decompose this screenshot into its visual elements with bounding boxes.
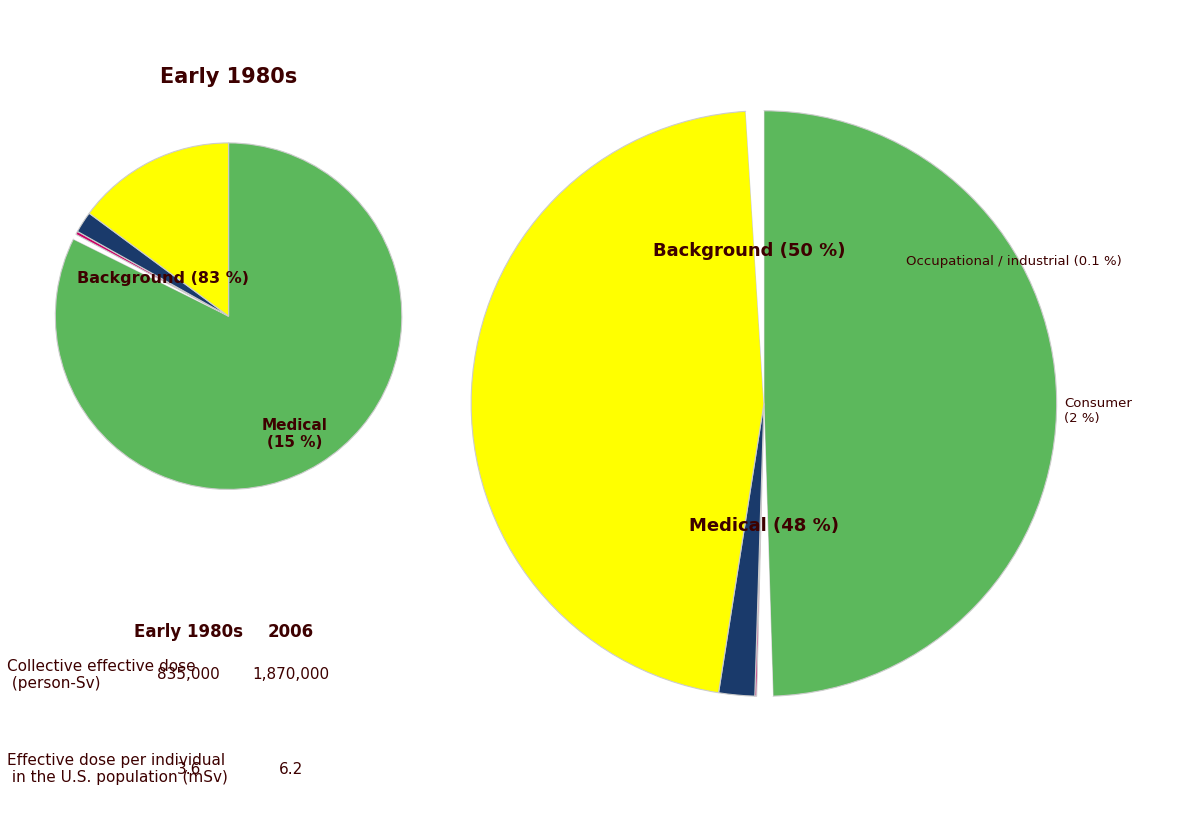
Text: Consumer
(2 %): Consumer (2 %) [1065, 398, 1132, 425]
Text: Collective effective dose
 (person-Sv): Collective effective dose (person-Sv) [7, 659, 195, 691]
Text: Occupational / industrial (0.1 %): Occupational / industrial (0.1 %) [906, 255, 1122, 268]
Text: Consumer (2 %): Consumer (2 %) [488, 474, 589, 488]
Text: Background (50 %): Background (50 %) [653, 242, 846, 260]
Text: Occupational /
industrial (0.3 %): Occupational / industrial (0.3 %) [488, 434, 597, 463]
Wedge shape [718, 404, 764, 696]
Text: Effective dose per individual
 in the U.S. population (mSv): Effective dose per individual in the U.S… [7, 753, 227, 785]
Wedge shape [764, 111, 1056, 696]
Wedge shape [746, 111, 764, 404]
Wedge shape [73, 235, 229, 316]
Wedge shape [472, 111, 764, 693]
Wedge shape [754, 404, 764, 696]
Text: 6.2: 6.2 [279, 761, 303, 776]
Text: Medical (48 %): Medical (48 %) [689, 518, 838, 536]
Text: Background (83 %): Background (83 %) [77, 270, 249, 285]
Text: 835,000: 835,000 [158, 667, 220, 682]
Text: Early 1980s: Early 1980s [134, 623, 243, 641]
Wedge shape [55, 143, 402, 489]
Wedge shape [89, 143, 229, 316]
Text: Medical
(15 %): Medical (15 %) [261, 418, 327, 450]
Text: 2006: 2006 [268, 623, 314, 641]
Text: Early 1980s: Early 1980s [160, 67, 297, 87]
Wedge shape [77, 213, 229, 316]
Wedge shape [76, 231, 229, 316]
Wedge shape [757, 404, 774, 696]
Text: 3.6: 3.6 [177, 761, 201, 776]
Text: 1,870,000: 1,870,000 [253, 667, 330, 682]
